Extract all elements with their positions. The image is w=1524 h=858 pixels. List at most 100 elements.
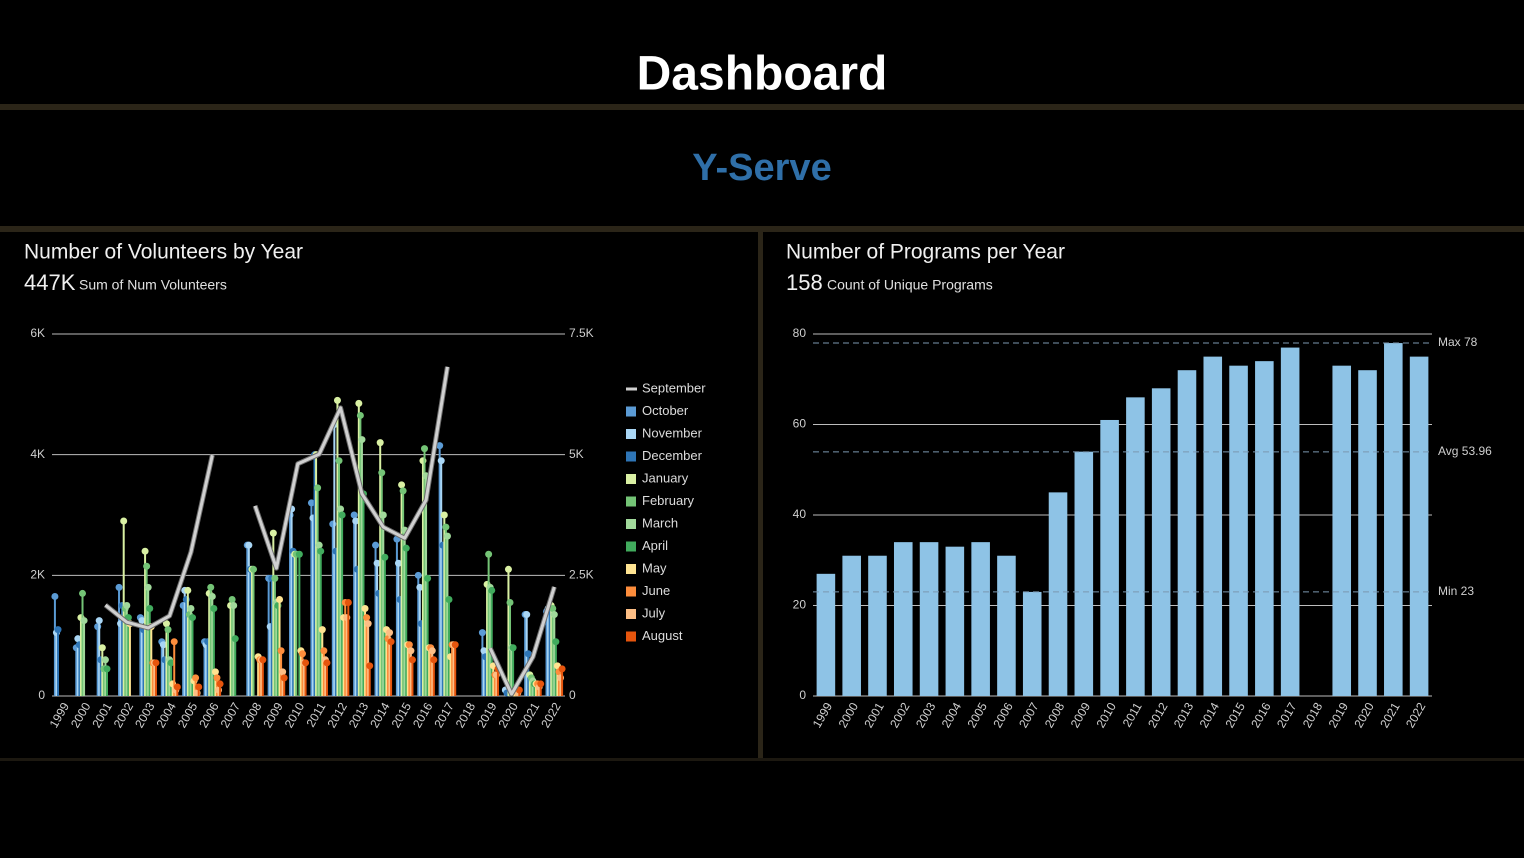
bar xyxy=(1203,356,1223,696)
lollipop-head xyxy=(250,565,258,573)
lollipop-head xyxy=(95,617,103,625)
legend-label: December xyxy=(642,448,703,463)
bar xyxy=(1409,356,1429,696)
lollipop-head xyxy=(451,641,459,649)
lollipop-head xyxy=(259,656,267,664)
divider xyxy=(0,758,1524,761)
lollipop-head xyxy=(192,674,200,682)
lollipop-head xyxy=(421,445,429,453)
kpi-label: Sum of Num Volunteers xyxy=(79,277,227,293)
lollipop-head xyxy=(509,644,517,652)
lollipop-head xyxy=(54,626,62,634)
lollipop-head xyxy=(405,641,413,649)
lollipop-head xyxy=(144,583,152,591)
kpi-value: 447K xyxy=(24,270,76,295)
lollipop-head xyxy=(504,565,512,573)
lollipop-head xyxy=(363,614,371,622)
lollipop-head xyxy=(210,605,218,613)
y-tick-label: 6K xyxy=(30,326,45,340)
legend-label: September xyxy=(642,380,706,395)
lollipop-head xyxy=(208,592,216,600)
lollipop-head xyxy=(80,617,88,625)
lollipop-head xyxy=(399,487,407,495)
lollipop-head xyxy=(188,614,196,622)
lollipop-head xyxy=(120,517,128,525)
lollipop-head xyxy=(216,680,224,688)
lollipop-head xyxy=(537,680,545,688)
lollipop-head xyxy=(478,629,486,637)
lollipop-head xyxy=(414,571,422,579)
lollipop-head xyxy=(338,511,346,519)
legend-label: March xyxy=(642,515,678,530)
lollipop-head xyxy=(320,647,328,655)
lollipop-head xyxy=(302,659,310,667)
lollipop-head xyxy=(350,511,358,519)
legend-swatch xyxy=(626,451,636,462)
line-series xyxy=(104,366,556,696)
lollipop-head xyxy=(164,626,172,634)
lollipop-head xyxy=(277,647,285,655)
lollipop-head xyxy=(445,595,453,603)
lollipop-head xyxy=(295,550,303,558)
y-tick-label: 20 xyxy=(793,598,807,612)
legend-swatch xyxy=(626,609,636,619)
y-tick-label: 0 xyxy=(38,688,45,702)
lollipop-head xyxy=(159,641,167,649)
lollipop-head xyxy=(352,517,360,525)
lollipop-head xyxy=(138,617,146,625)
bar xyxy=(1100,419,1119,696)
divider xyxy=(0,104,1524,110)
legend-label: July xyxy=(642,605,666,620)
lollipop-head xyxy=(549,605,557,613)
lollipop-head xyxy=(523,611,531,619)
lollipop-head xyxy=(279,668,287,676)
legend-label: August xyxy=(642,628,683,643)
lollipop-head xyxy=(101,656,109,664)
y-tick-label: 2K xyxy=(30,568,45,582)
divider xyxy=(758,232,763,760)
lollipop-head xyxy=(558,665,566,673)
lollipop-head xyxy=(213,674,221,682)
lollipop-head xyxy=(366,662,374,670)
lollipop-head xyxy=(480,647,488,655)
lollipop-head xyxy=(408,656,416,664)
legend-label: October xyxy=(642,403,689,418)
legend-swatch xyxy=(626,429,636,439)
lollipop-head xyxy=(123,602,131,609)
bar xyxy=(971,542,990,696)
lollipop-head xyxy=(318,626,326,634)
y-tick-label: 80 xyxy=(793,326,807,340)
lollipop-head xyxy=(269,529,277,537)
bar xyxy=(1151,388,1171,696)
lollipop-head xyxy=(407,647,415,655)
lollipop-head xyxy=(141,547,149,555)
lollipop-head xyxy=(98,644,106,652)
lollipop-head xyxy=(550,611,558,619)
lollipop-head xyxy=(74,635,82,643)
lollipop-head xyxy=(344,598,352,606)
lollipop-head xyxy=(506,598,514,606)
lollipop-head xyxy=(552,638,560,646)
lollipop-head xyxy=(335,457,343,465)
y-tick-label: 4K xyxy=(30,447,45,461)
lollipop-head xyxy=(436,442,444,450)
lollipop-head xyxy=(488,586,496,594)
lollipop-head xyxy=(437,457,445,465)
lollipop-head xyxy=(167,659,175,667)
legend-swatch xyxy=(626,496,636,507)
lollipop-head xyxy=(317,547,325,555)
y2-tick-label: 5K xyxy=(569,447,584,461)
bar xyxy=(1177,370,1197,696)
legend-swatch xyxy=(626,519,636,529)
y2-tick-label: 7.5K xyxy=(569,326,594,340)
bar xyxy=(945,546,965,696)
lollipop-head xyxy=(280,674,288,682)
legend-label: April xyxy=(642,538,668,553)
bar xyxy=(1280,347,1300,696)
lollipop-head xyxy=(314,484,322,492)
legend-swatch xyxy=(626,474,636,484)
lollipop-head xyxy=(315,541,323,549)
bar xyxy=(868,555,887,696)
bar xyxy=(816,573,836,696)
legend-swatch xyxy=(626,586,636,597)
